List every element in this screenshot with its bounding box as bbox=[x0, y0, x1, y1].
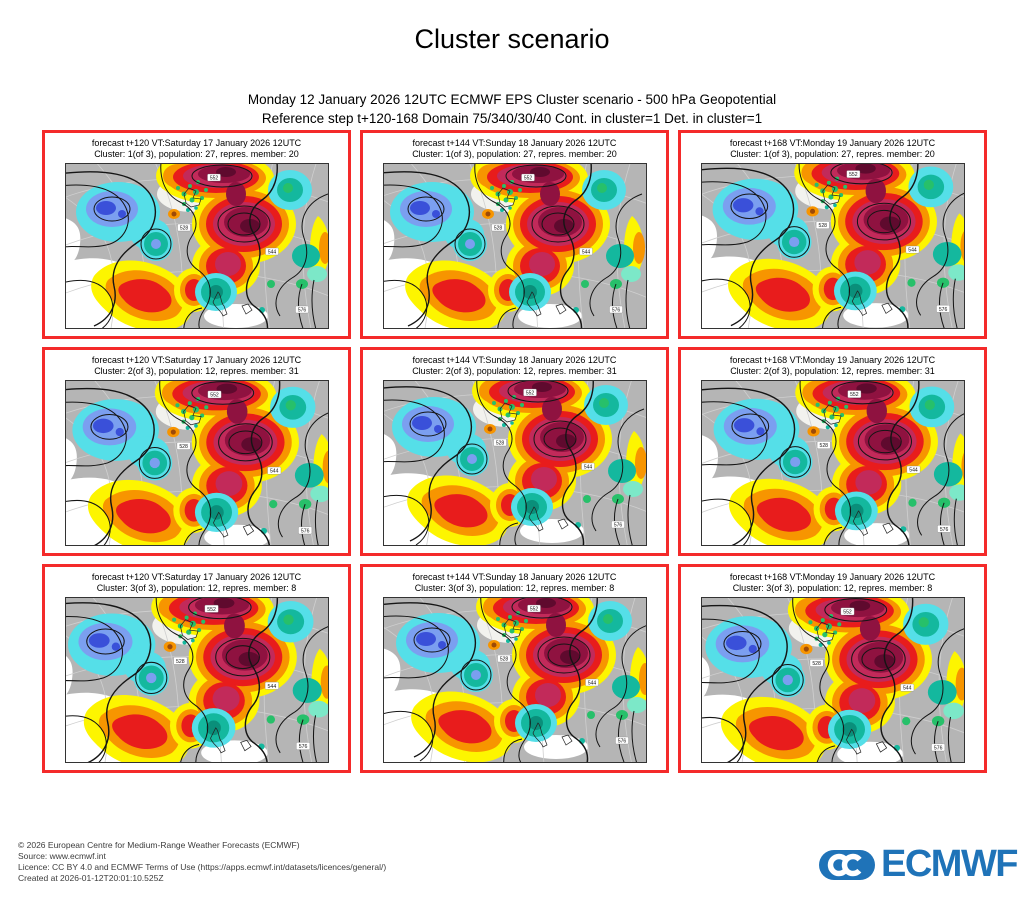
page-title: Cluster scenario bbox=[414, 24, 610, 54]
geopotential-map bbox=[65, 164, 328, 328]
panel-cluster-info: Cluster: 3(of 3), population: 12, repres… bbox=[96, 583, 297, 593]
panel-cluster-info: Cluster: 3(of 3), population: 12, repres… bbox=[414, 583, 615, 593]
geopotential-map bbox=[383, 164, 646, 328]
footer-attribution: © 2026 European Centre for Medium-Range … bbox=[18, 840, 386, 884]
cluster-panel-1: forecast t+120 VT:Saturday 17 January 20… bbox=[42, 130, 351, 339]
map-frame bbox=[382, 597, 647, 763]
panel-cluster-info: Cluster: 1(of 3), population: 27, repres… bbox=[94, 149, 299, 159]
cluster-panel-8: forecast t+144 VT:Sunday 18 January 2026… bbox=[360, 564, 669, 773]
map-frame bbox=[64, 163, 329, 329]
geopotential-map bbox=[65, 381, 328, 545]
cluster-panel-6: forecast t+168 VT:Monday 19 January 2026… bbox=[678, 347, 987, 556]
map-frame bbox=[64, 597, 329, 763]
cluster-grid: forecast t+120 VT:Saturday 17 January 20… bbox=[42, 130, 987, 773]
geopotential-map bbox=[383, 381, 646, 545]
panel-cluster-info: Cluster: 2(of 3), population: 12, repres… bbox=[94, 366, 299, 376]
geopotential-map bbox=[701, 164, 964, 328]
cluster-panel-2: forecast t+144 VT:Sunday 18 January 2026… bbox=[360, 130, 669, 339]
cluster-panel-5: forecast t+144 VT:Sunday 18 January 2026… bbox=[360, 347, 669, 556]
copyright-line: © 2026 European Centre for Medium-Range … bbox=[18, 840, 300, 850]
geopotential-map bbox=[65, 598, 328, 762]
panel-forecast-step: forecast t+144 VT:Sunday 18 January 2026… bbox=[412, 355, 617, 365]
licence-line: Licence: CC BY 4.0 and ECMWF Terms of Us… bbox=[18, 862, 387, 872]
panel-forecast-step: forecast t+144 VT:Sunday 18 January 2026… bbox=[412, 572, 617, 582]
map-frame bbox=[382, 380, 647, 546]
cluster-panel-7: forecast t+120 VT:Saturday 17 January 20… bbox=[42, 564, 351, 773]
panel-forecast-step: forecast t+120 VT:Saturday 17 January 20… bbox=[91, 355, 302, 365]
source-line: Source: www.ecmwf.int bbox=[18, 851, 106, 861]
created-at-line: Created at 2026-01-12T20:01:10.525Z bbox=[18, 873, 164, 883]
ecmwf-logo-icon bbox=[819, 849, 875, 880]
panel-forecast-step: forecast t+168 VT:Monday 19 January 2026… bbox=[729, 572, 936, 582]
panel-cluster-info: Cluster: 1(of 3), population: 27, repres… bbox=[730, 149, 935, 159]
panel-forecast-step: forecast t+120 VT:Saturday 17 January 20… bbox=[91, 138, 302, 148]
panel-forecast-step: forecast t+144 VT:Sunday 18 January 2026… bbox=[412, 138, 617, 148]
map-frame bbox=[700, 380, 965, 546]
cluster-panel-9: forecast t+168 VT:Monday 19 January 2026… bbox=[678, 564, 987, 773]
panel-forecast-step: forecast t+168 VT:Monday 19 January 2026… bbox=[729, 355, 936, 365]
geopotential-map bbox=[383, 598, 646, 762]
panel-cluster-info: Cluster: 2(of 3), population: 12, repres… bbox=[412, 366, 617, 376]
ecmwf-logo-text: ECMWF bbox=[881, 843, 1019, 885]
map-frame bbox=[700, 597, 965, 763]
map-frame bbox=[64, 380, 329, 546]
panel-forecast-step: forecast t+120 VT:Saturday 17 January 20… bbox=[91, 572, 302, 582]
geopotential-map bbox=[701, 381, 964, 545]
panel-cluster-info: Cluster: 1(of 3), population: 27, repres… bbox=[412, 149, 617, 159]
panel-cluster-info: Cluster: 2(of 3), population: 12, repres… bbox=[730, 366, 935, 376]
cluster-panel-4: forecast t+120 VT:Saturday 17 January 20… bbox=[42, 347, 351, 556]
subtitle-line-1: Monday 12 January 2026 12UTC ECMWF EPS C… bbox=[247, 92, 777, 107]
map-frame bbox=[700, 163, 965, 329]
subtitle-line-2: Reference step t+120-168 Domain 75/340/3… bbox=[261, 111, 763, 126]
map-frame bbox=[382, 163, 647, 329]
panel-forecast-step: forecast t+168 VT:Monday 19 January 2026… bbox=[729, 138, 936, 148]
subtitle: Monday 12 January 2026 12UTC ECMWF EPS C… bbox=[0, 90, 1024, 128]
geopotential-map bbox=[701, 598, 964, 762]
panel-cluster-info: Cluster: 3(of 3), population: 12, repres… bbox=[732, 583, 933, 593]
cluster-panel-3: forecast t+168 VT:Monday 19 January 2026… bbox=[678, 130, 987, 339]
ecmwf-logo: ECMWF bbox=[818, 843, 1019, 886]
